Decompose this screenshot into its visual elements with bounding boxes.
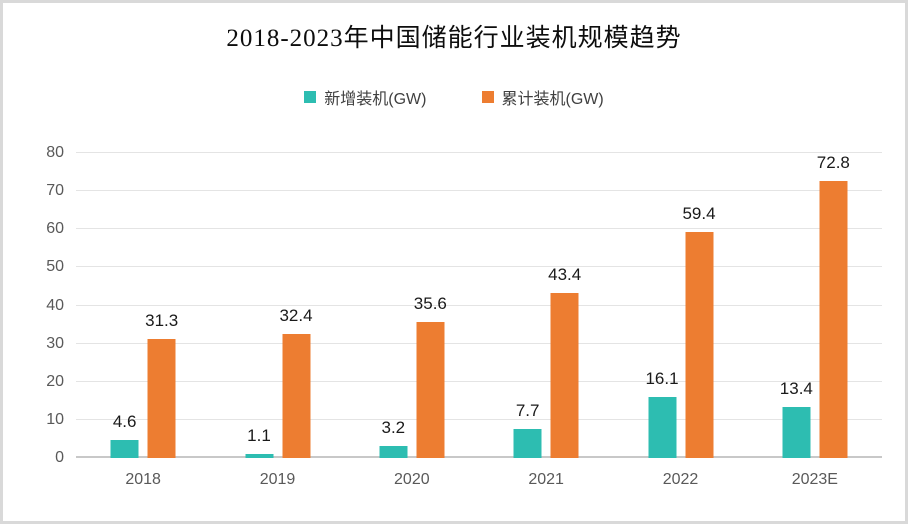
bar bbox=[282, 334, 310, 458]
bar bbox=[110, 440, 139, 458]
gridline bbox=[76, 266, 882, 268]
bar-group: 3.2 35.6 bbox=[379, 153, 447, 458]
y-axis: 0 10 20 30 40 50 60 70 80 bbox=[3, 144, 64, 466]
bar-column: 31.3 bbox=[145, 153, 179, 458]
x-tick-label: 2019 bbox=[259, 471, 296, 488]
y-tick-label: 50 bbox=[46, 258, 64, 276]
bar bbox=[379, 445, 408, 458]
bar-value-label: 72.8 bbox=[816, 153, 850, 172]
legend-item: 累计装机(GW) bbox=[481, 85, 604, 109]
x-axis-baseline bbox=[76, 456, 882, 458]
legend-item: 新增装机(GW) bbox=[304, 85, 427, 109]
bar-column: 16.1 bbox=[645, 153, 679, 458]
x-axis: 2018 2019 2020 2021 2022 2023E bbox=[76, 471, 882, 495]
gridline bbox=[76, 228, 882, 230]
legend-label: 累计装机(GW) bbox=[501, 91, 604, 108]
x-tick-label: 2023E bbox=[791, 471, 838, 488]
legend-swatch-icon bbox=[304, 91, 317, 103]
bar-column: 1.1 bbox=[245, 153, 273, 458]
plot-area: 4.6 31.3 1.1 32.4 3.2 35.6 7.7 43.4 16.1 59.4 13.4… bbox=[76, 152, 882, 458]
bar-column: 32.4 bbox=[279, 153, 313, 458]
bar-value-label: 4.6 bbox=[112, 412, 137, 432]
bar-column: 43.4 bbox=[548, 153, 582, 458]
y-tick-label: 30 bbox=[46, 334, 64, 352]
y-tick-label: 10 bbox=[46, 410, 64, 428]
bar bbox=[648, 396, 676, 458]
bar-group: 16.1 59.4 bbox=[645, 153, 716, 458]
y-tick-label: 60 bbox=[46, 220, 64, 238]
x-tick-label: 2021 bbox=[528, 471, 564, 488]
bar bbox=[147, 338, 176, 458]
y-tick-label: 70 bbox=[46, 182, 64, 200]
bar-column: 35.6 bbox=[413, 153, 447, 458]
bar-value-label: 1.1 bbox=[247, 425, 271, 445]
bar-column: 4.6 bbox=[110, 153, 139, 458]
x-tick-label: 2020 bbox=[394, 471, 430, 488]
bar bbox=[416, 322, 445, 458]
bar bbox=[513, 428, 542, 458]
bar-group: 1.1 32.4 bbox=[245, 153, 313, 458]
bar-value-label: 43.4 bbox=[548, 264, 582, 284]
bar-value-label: 13.4 bbox=[779, 378, 813, 398]
bar-value-label: 59.4 bbox=[682, 203, 716, 223]
gridline bbox=[76, 304, 882, 306]
gridline bbox=[76, 380, 882, 382]
y-tick-label: 20 bbox=[46, 372, 64, 390]
y-tick-label: 0 bbox=[55, 449, 64, 466]
gridline bbox=[76, 190, 882, 192]
legend-label: 新增装机(GW) bbox=[324, 91, 427, 108]
bar-column: 3.2 bbox=[379, 153, 408, 458]
bar-value-label: 3.2 bbox=[381, 417, 406, 437]
bar-value-label: 35.6 bbox=[413, 294, 447, 314]
bar-column: 59.4 bbox=[682, 153, 716, 458]
bar-column: 7.7 bbox=[513, 153, 542, 458]
bar-value-label: 16.1 bbox=[645, 368, 679, 388]
bar-value-label: 32.4 bbox=[279, 306, 313, 326]
bar bbox=[550, 292, 579, 458]
bar-column: 13.4 bbox=[779, 153, 813, 458]
y-tick-label: 80 bbox=[46, 144, 64, 161]
gridline bbox=[76, 152, 882, 153]
gridline bbox=[76, 342, 882, 344]
bar-group: 4.6 31.3 bbox=[110, 153, 179, 458]
bar bbox=[685, 231, 713, 458]
bar bbox=[245, 453, 273, 458]
bar-value-label: 7.7 bbox=[515, 400, 540, 420]
bar-column: 72.8 bbox=[816, 153, 850, 458]
x-tick-label: 2018 bbox=[125, 471, 161, 488]
bar-group: 13.4 72.8 bbox=[779, 153, 850, 458]
bar-value-label: 31.3 bbox=[145, 310, 179, 330]
legend-swatch-icon bbox=[481, 91, 494, 103]
y-tick-label: 40 bbox=[46, 296, 64, 314]
gridline bbox=[76, 418, 882, 420]
legend: 新增装机(GW) 累计装机(GW) bbox=[3, 85, 905, 109]
bar bbox=[819, 181, 848, 458]
chart-title: 2018-2023年中国储能行业装机规模趋势 bbox=[226, 25, 682, 52]
x-tick-label: 2022 bbox=[662, 471, 699, 488]
bar-group: 7.7 43.4 bbox=[513, 153, 582, 458]
bar bbox=[782, 406, 811, 458]
